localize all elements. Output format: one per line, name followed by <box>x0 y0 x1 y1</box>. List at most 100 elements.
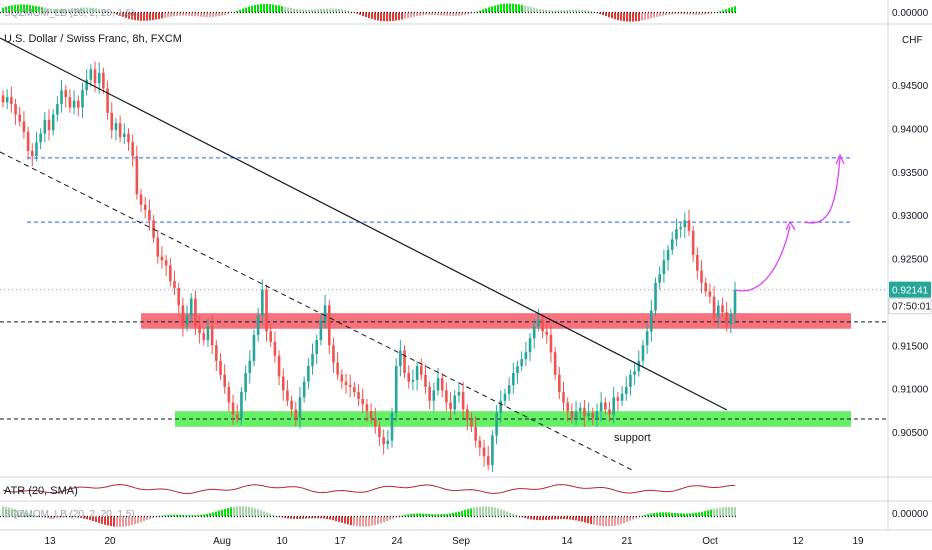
candle-body <box>194 298 197 327</box>
momentum-bar <box>239 9 241 13</box>
momentum-bar <box>320 516 322 519</box>
momentum-bar <box>530 516 532 520</box>
momentum-bar <box>533 7 535 13</box>
momentum-bar <box>563 10 565 13</box>
candle-body <box>148 209 151 221</box>
momentum-bar <box>140 12 142 21</box>
momentum-bar <box>260 510 262 517</box>
momentum-bar <box>587 10 589 13</box>
momentum-bar <box>644 515 646 517</box>
momentum-bar <box>116 516 118 527</box>
bottom-indicator-label: SQZMOM_LB (20, 2, 20, 1.5) <box>4 509 135 520</box>
momentum-bar <box>557 516 559 520</box>
candle-body <box>265 289 268 332</box>
momentum-bar <box>269 4 271 13</box>
time-tick-label: 19 <box>852 536 864 547</box>
momentum-bar <box>488 506 490 517</box>
momentum-bar <box>347 516 349 525</box>
candle-body <box>566 402 569 412</box>
candle-body <box>587 412 590 417</box>
momentum-bar <box>563 516 565 520</box>
momentum-bar <box>533 516 535 520</box>
momentum-bar <box>518 4 520 13</box>
momentum-bar <box>122 12 124 17</box>
momentum-bar <box>293 516 295 519</box>
candle-body <box>700 270 703 283</box>
momentum-bar <box>632 516 634 520</box>
candle-body <box>499 400 503 413</box>
candle-body <box>56 104 59 115</box>
momentum-bar <box>353 516 355 526</box>
candle-body <box>123 133 126 138</box>
momentum-bar <box>545 516 547 520</box>
momentum-bar <box>419 12 421 16</box>
momentum-bar <box>386 516 388 521</box>
candle-body <box>532 326 536 339</box>
candle-body <box>457 392 461 396</box>
momentum-bar <box>227 508 229 517</box>
candle-body <box>43 119 47 134</box>
momentum-bar <box>581 9 583 13</box>
momentum-bar <box>521 5 523 13</box>
momentum-bar <box>356 516 358 527</box>
momentum-bar <box>317 9 319 13</box>
momentum-bar <box>650 513 652 517</box>
momentum-bar <box>320 8 322 13</box>
momentum-bar <box>455 512 457 517</box>
top-momentum-histogram <box>0 3 736 22</box>
projection-arrowhead <box>785 220 796 231</box>
candle-body <box>1 95 5 103</box>
candle-body <box>595 411 599 419</box>
momentum-bar <box>443 12 445 16</box>
candle-body <box>432 390 436 401</box>
momentum-bar <box>398 12 400 21</box>
momentum-bar <box>17 510 19 517</box>
momentum-bar <box>701 12 703 15</box>
momentum-bar <box>434 514 436 517</box>
momentum-bar <box>230 507 232 517</box>
candle-body <box>64 90 68 98</box>
momentum-bar <box>431 12 433 15</box>
candle-body <box>716 305 720 318</box>
momentum-bar <box>680 12 682 15</box>
momentum-bar <box>29 514 31 517</box>
momentum-bar <box>8 6 10 13</box>
momentum-bar <box>590 516 592 524</box>
momentum-bar <box>497 508 499 517</box>
momentum-bar <box>524 5 526 13</box>
momentum-bar <box>554 516 556 520</box>
momentum-bar <box>209 513 211 517</box>
momentum-bar <box>356 12 358 14</box>
candle-body <box>424 374 427 387</box>
momentum-bar <box>710 509 712 517</box>
momentum-bar <box>467 12 469 15</box>
momentum-bar <box>677 12 679 15</box>
momentum-bar <box>620 516 622 525</box>
momentum-bar <box>338 516 340 522</box>
momentum-bar <box>104 10 106 13</box>
momentum-bar <box>137 516 139 524</box>
last-price-label: 0.92141 <box>892 286 929 297</box>
momentum-bar <box>14 4 16 13</box>
momentum-bar <box>23 4 25 13</box>
momentum-bar <box>125 516 127 527</box>
momentum-bar <box>530 7 532 13</box>
momentum-bar <box>392 516 394 519</box>
momentum-bar <box>635 12 637 22</box>
momentum-bar <box>362 12 364 16</box>
momentum-bar <box>2 506 4 517</box>
momentum-bar <box>284 6 286 13</box>
momentum-bar <box>485 506 487 517</box>
downtrend-line <box>0 37 728 411</box>
momentum-bar <box>410 513 412 517</box>
candle-body <box>348 385 352 387</box>
momentum-bar <box>119 516 121 527</box>
momentum-bar <box>506 511 508 517</box>
candle-body <box>486 456 490 465</box>
momentum-bar <box>359 12 361 15</box>
momentum-bar <box>686 12 688 15</box>
candle-body <box>528 338 532 353</box>
candle-body <box>691 230 695 256</box>
momentum-bar <box>248 6 250 13</box>
momentum-bar <box>674 512 676 517</box>
